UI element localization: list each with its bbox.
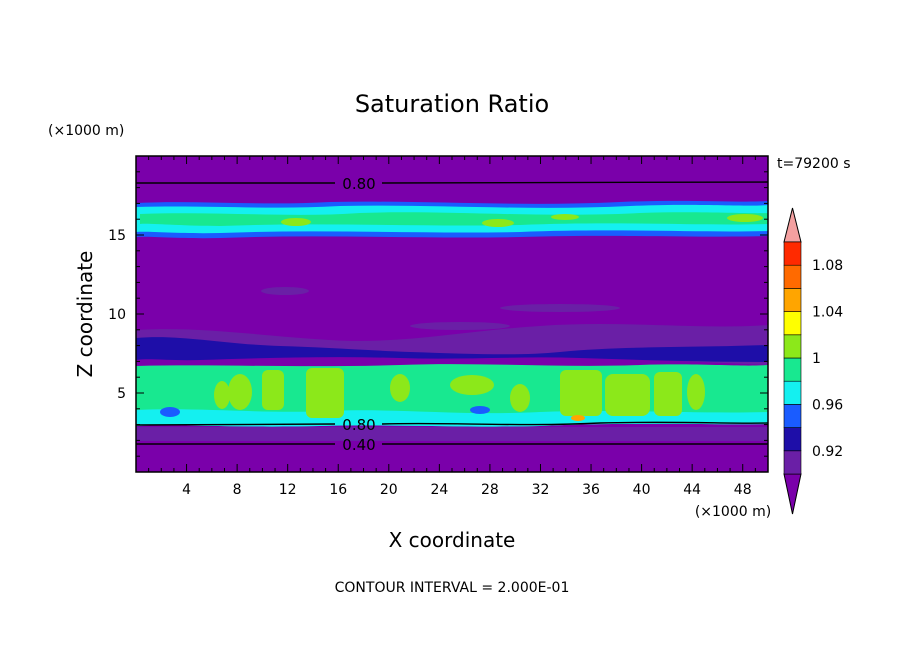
contour-line [381,181,768,184]
lower-patch-blue [160,407,180,417]
lower-patch-blue [470,406,490,414]
mid-patch [500,304,620,312]
y-tick-label: 10 [108,307,126,323]
contour-line [136,423,336,426]
lower-patch [228,374,252,410]
colorbar-bin [783,334,802,359]
lower-patch [654,372,682,416]
lower-patch-high [571,415,585,421]
colorbar-bin [783,380,802,405]
colorbar-bin [783,264,802,289]
colorbar-label: 1.08 [812,258,843,274]
x-tick-label: 8 [233,482,242,498]
lower-patch [306,368,344,418]
lower-patch [214,381,230,409]
contour-label: 0.40 [342,436,375,454]
colorbar-bin [783,288,802,312]
contour-line [381,421,768,426]
x-tick-label: 20 [380,482,398,498]
x-tick-label: 24 [430,482,448,498]
colorbar-label: 1.04 [812,305,843,321]
lower-patch [605,374,650,416]
mid-band-blue [136,337,768,362]
y-axis: 5 10 15 [108,171,768,457]
lower-patch [450,375,494,395]
colorbar-bin [783,311,802,336]
time-label: t=79200 s [777,156,851,172]
x-tick-label: 40 [633,482,651,498]
x-tick-label: 4 [182,482,191,498]
upper-patch [727,214,763,222]
upper-patch [551,214,579,220]
mid-patch [410,322,510,330]
colorbar-label: 0.96 [812,397,843,413]
lower-patch [687,374,705,410]
y-tick-label: 15 [108,228,126,244]
lower-patch [510,384,530,412]
upper-patch [482,219,514,227]
x-tick-label: 16 [329,482,347,498]
colorbar-bin [783,241,802,266]
colorbar-bin [783,427,802,452]
x-tick-label: 48 [734,482,752,498]
upper-patch [281,218,311,226]
contour-label: 0.80 [342,175,375,193]
lower-patch [262,370,284,410]
plot-area [136,156,768,472]
y-axis-label: Z coordinate [73,251,97,378]
y-unit-label: (×1000 m) [48,123,124,139]
lower-patch [390,374,410,402]
contour-interval-note: CONTOUR INTERVAL = 2.000E-01 [335,580,570,596]
bottom-band [136,427,768,441]
colorbar-label: 0.92 [812,444,843,460]
x-tick-label: 36 [582,482,600,498]
colorbar-bin [783,473,802,515]
colorbar-bin [783,357,802,382]
colorbar-label: 1 [812,351,821,367]
colorbar-bin [783,404,802,428]
x-tick-label: 44 [683,482,701,498]
colorbar-bin [783,207,802,243]
x-tick-label: 12 [279,482,297,498]
contour-label: 0.80 [342,416,375,434]
x-axis: 4 8 12 16 20 24 28 32 36 40 44 48 [148,156,756,498]
x-axis-label: X coordinate [389,528,516,552]
colorbar: 0.92 0.96 1 1.04 1.08 [783,207,843,515]
lower-patch [560,370,602,416]
x-unit-label: (×1000 m) [695,504,771,520]
x-tick-label: 32 [532,482,550,498]
chart-title: Saturation Ratio [355,90,549,118]
y-tick-label: 5 [117,386,126,402]
mid-patch [261,287,309,295]
upper-layer-green [140,212,768,226]
colorbar-bin [783,450,802,475]
x-tick-label: 28 [481,482,499,498]
